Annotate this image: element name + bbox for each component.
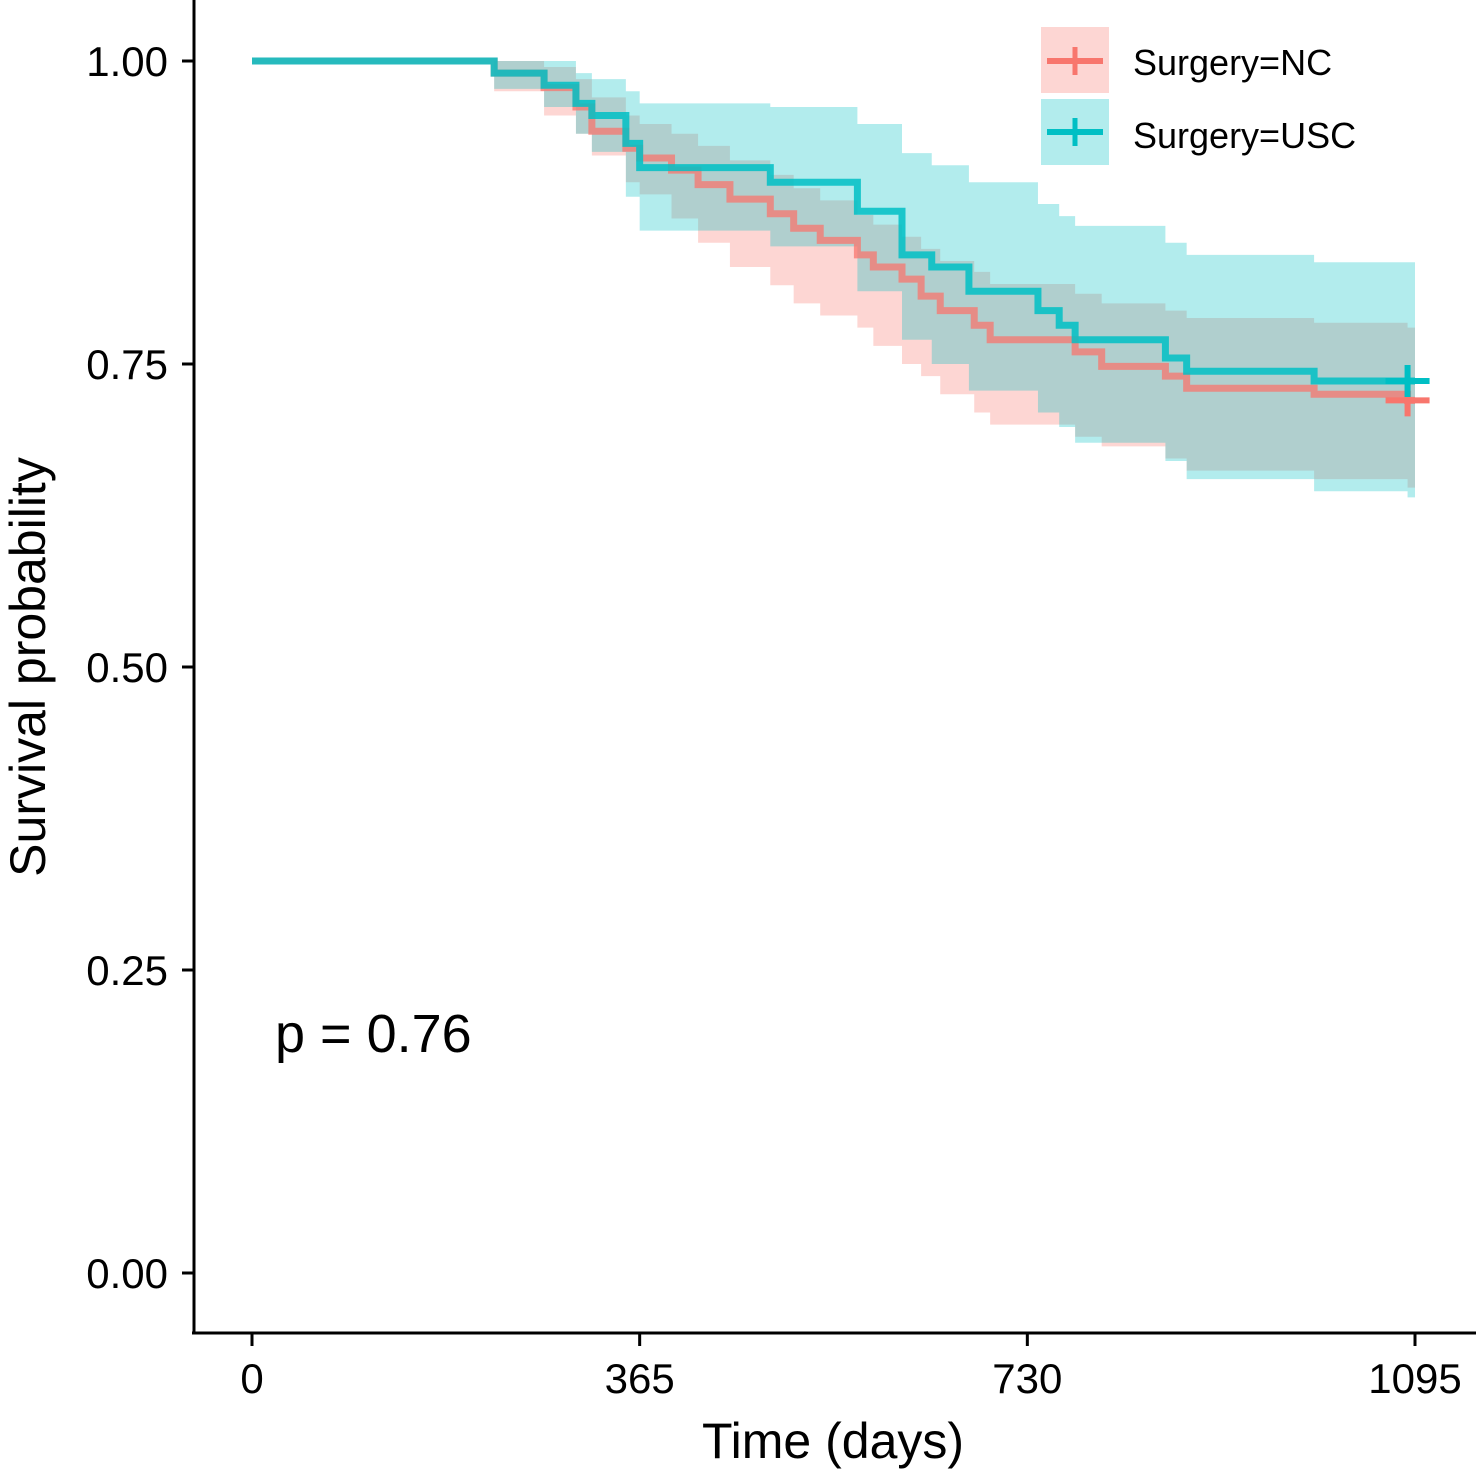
x-tick-label: 730 xyxy=(992,1355,1062,1402)
y-tick-label: 0.50 xyxy=(86,644,168,691)
censor-marks xyxy=(1385,364,1430,417)
y-tick-label: 0.75 xyxy=(86,341,168,388)
y-tick-label: 0.25 xyxy=(86,947,168,994)
y-tick-label: 1.00 xyxy=(86,38,168,85)
legend-label-usc: Surgery=USC xyxy=(1133,115,1356,156)
survival-line-surgery-usc xyxy=(252,57,1415,385)
y-ticks: 0.00 0.25 0.50 0.75 1.00 xyxy=(86,38,194,1297)
survival-line-surgery-nc xyxy=(252,57,1415,404)
legend-label-nc: Surgery=NC xyxy=(1133,42,1332,83)
x-tick-label: 0 xyxy=(240,1355,263,1402)
legend: Surgery=NC Surgery=USC xyxy=(1041,27,1356,165)
survival-curves xyxy=(252,57,1415,404)
x-axis-title: Time (days) xyxy=(702,1413,964,1469)
x-tick-label: 365 xyxy=(605,1355,675,1402)
confidence-bands xyxy=(252,61,1415,498)
x-tick-label: 1095 xyxy=(1368,1355,1461,1402)
y-tick-label: 0.00 xyxy=(86,1250,168,1297)
x-ticks: 0 365 730 1095 xyxy=(240,1333,1462,1402)
p-value-annotation: p = 0.76 xyxy=(275,1004,472,1064)
axes: 0.00 0.25 0.50 0.75 1.00 0 365 730 1095 xyxy=(86,0,1476,1402)
ci-band-surgery-nc xyxy=(252,61,1415,488)
y-axis-title: Survival probability xyxy=(0,457,56,877)
ci-band-surgery-usc xyxy=(252,61,1415,498)
